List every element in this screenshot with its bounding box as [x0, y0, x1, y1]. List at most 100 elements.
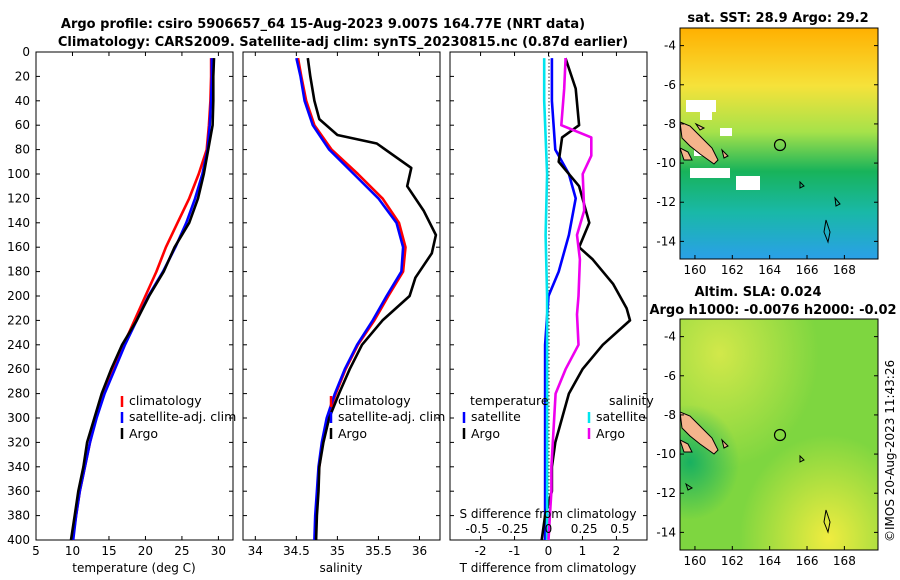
- x-tick-label: 1: [579, 544, 587, 558]
- series-line-argo: [69, 58, 216, 541]
- sst-map-ticks: 160 162 164 166 168 -4 -6 -8 -10 -12 -14: [656, 39, 878, 277]
- x-tick-label: 0: [545, 544, 553, 558]
- salinity-lines: [295, 57, 438, 541]
- cloud-mask: [720, 128, 732, 136]
- sst-colour-field: [680, 28, 878, 259]
- x-tick-label: 20: [138, 544, 153, 558]
- map-y-tick-label: -10: [656, 156, 676, 170]
- salinity-diff-legend: salinity satellite Argo: [587, 393, 654, 441]
- legend-argo-label: Argo: [129, 426, 158, 441]
- temperature-legend: climatology satellite-adj. clim Argo: [120, 393, 236, 441]
- y-tick-label: 380: [7, 509, 30, 523]
- island-outline: [834, 196, 841, 207]
- y-tick-label: 240: [7, 338, 30, 352]
- x-tick-label: 25: [174, 544, 189, 558]
- legend-satellite-label: satellite-adj. clim: [338, 409, 445, 424]
- sla-map-title: Altim. SLA: 0.024: [695, 285, 822, 300]
- map-x-tick-label: 162: [721, 554, 744, 568]
- y-tick-label: 140: [7, 216, 30, 230]
- sst-map-field: [680, 28, 878, 259]
- y-tick-label: 280: [7, 387, 30, 401]
- y-tick-label: 180: [7, 265, 30, 279]
- map-x-tick-label: 164: [758, 554, 781, 568]
- legend-s-argo-label: Argo: [596, 426, 625, 441]
- map-y-tick-label: -14: [656, 234, 676, 248]
- temperature-diff-legend: temperature satellite Argo: [462, 393, 549, 441]
- island-outline: [799, 180, 805, 189]
- figure-title-line1: Argo profile: csiro 5906657_64 15-Aug-20…: [61, 17, 585, 32]
- series-line-salinity-argo: [547, 58, 593, 541]
- island-land: [680, 121, 719, 165]
- map-y-tick-label: -14: [656, 525, 676, 539]
- sla-map-axes: [679, 318, 879, 551]
- s-tick-label: 0.5: [610, 522, 629, 536]
- y-tick-label: 200: [7, 289, 30, 303]
- sla-map-subtitle: Argo h1000: -0.0076 h2000: -0.02: [649, 303, 896, 318]
- cloud-mask: [690, 168, 730, 178]
- y-tick-label: 260: [7, 362, 30, 376]
- temperature-xlabel: temperature (deg C): [72, 561, 195, 575]
- y-tick-label: 40: [15, 94, 30, 108]
- difference-panel: -2 -1 0 1 2 S difference from climatology -0…: [449, 51, 654, 575]
- map-y-tick-label: -4: [664, 330, 676, 344]
- island-land: [680, 411, 719, 455]
- x-tick-label: 10: [65, 544, 80, 558]
- map-y-tick-label: -10: [656, 447, 676, 461]
- x-tick-label: 35: [330, 544, 345, 558]
- argo-position-marker: [773, 428, 787, 442]
- legend-argo-label: Argo: [338, 426, 367, 441]
- cloud-mask: [736, 176, 760, 190]
- x-tick-label: 36: [412, 544, 427, 558]
- cloud-mask: [686, 100, 716, 112]
- s-difference-ticks: -0.5 -0.25 0 0.25 0.5: [465, 522, 629, 536]
- x-tick-label: 34: [248, 544, 263, 558]
- map-y-tick-label: -6: [664, 78, 676, 92]
- salinity-legend: climatology satellite-adj. clim Argo: [329, 393, 445, 441]
- cloud-mask: [700, 112, 712, 120]
- y-tick-label: 100: [7, 167, 30, 181]
- y-tick-label: 160: [7, 240, 30, 254]
- difference-lines: [540, 57, 632, 541]
- island-land: [694, 122, 706, 131]
- x-tick-label: 30: [211, 544, 226, 558]
- salinity-panel: 34 34.5 35 35.5 36 salinity climatology sate…: [242, 51, 445, 575]
- map-y-tick-label: -12: [656, 486, 676, 500]
- y-tick-label: 0: [22, 45, 30, 59]
- sla-colour-field: [680, 319, 878, 550]
- x-tick-label: -2: [475, 544, 487, 558]
- y-tick-label: 120: [7, 191, 30, 205]
- map-y-tick-label: -8: [664, 408, 676, 422]
- sst-map-axes: [679, 27, 879, 260]
- map-y-tick-label: -8: [664, 117, 676, 131]
- salinity-axes: [242, 51, 441, 541]
- island-land: [680, 147, 693, 161]
- map-y-tick-label: -6: [664, 369, 676, 383]
- y-tick-label: 300: [7, 411, 30, 425]
- map-x-tick-label: 166: [796, 554, 819, 568]
- y-tick-label: 220: [7, 313, 30, 327]
- x-tick-label: 2: [613, 544, 621, 558]
- island-land: [721, 148, 729, 159]
- island-outline: [685, 482, 693, 491]
- y-tick-label: 400: [7, 533, 30, 547]
- legend-t-satellite-label: satellite: [471, 409, 521, 424]
- legend-temperature-title: temperature: [470, 393, 549, 408]
- sst-map-title: sat. SST: 28.9 Argo: 29.2: [687, 11, 868, 26]
- temperature-axes: [35, 51, 234, 541]
- island-outline: [823, 219, 831, 244]
- y-tick-label: 80: [15, 143, 30, 157]
- temperature-ticks: 0 20 40 60 80 100 120 140 160 180 200 220 240 260 280 3…: [7, 45, 233, 558]
- temperature-lines: [69, 58, 216, 541]
- island-outline: [799, 454, 805, 463]
- s-tick-label: 0: [545, 522, 553, 536]
- map-x-tick-label: 160: [683, 263, 706, 277]
- s-tick-label: 0.25: [571, 522, 598, 536]
- y-tick-label: 20: [15, 69, 30, 83]
- series-line-salinity-satellite: [542, 58, 549, 540]
- sla-map-ticks: 160 162 164 166 168 -4 -6 -8 -10 -12 -14: [656, 330, 878, 568]
- legend-salinity-title: salinity: [609, 393, 654, 408]
- sla-map-panel: Altim. SLA: 0.024 Argo h1000: -0.0076 h2…: [649, 285, 896, 568]
- map-x-tick-label: 168: [833, 554, 856, 568]
- difference-ticks: -2 -1 0 1 2: [450, 51, 647, 558]
